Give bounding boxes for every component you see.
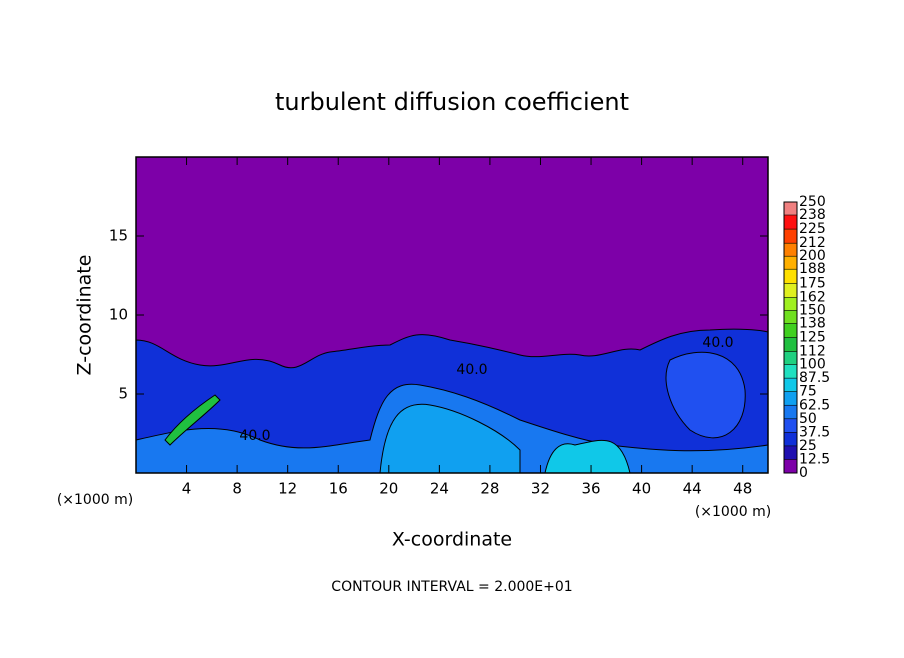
colorbar-label: 50 (799, 411, 817, 427)
eddy (665, 351, 746, 439)
x-tick-label: 8 (232, 480, 242, 498)
colorbar-label: 162 (799, 289, 826, 305)
colorbar-label: 150 (799, 302, 826, 318)
colorbar-label: 0 (799, 465, 808, 481)
colorbar-band (784, 283, 797, 298)
contour-field (135, 157, 769, 474)
x-tick-label: 24 (430, 480, 449, 498)
footnote: CONTOUR INTERVAL = 2.000E+01 (331, 579, 572, 595)
colorbar-band (784, 418, 797, 433)
y-unit-label: (×1000 m) (57, 492, 133, 508)
contour-label: 40.0 (239, 428, 270, 444)
contour-label: 40.0 (456, 362, 487, 378)
colorbar-label: 212 (799, 235, 826, 251)
x-tick-label: 40 (632, 480, 651, 498)
x-tick-label: 44 (683, 480, 702, 498)
colorbar-label: 37.5 (799, 424, 830, 440)
colorbar-band (784, 310, 797, 324)
colorbar-label: 225 (799, 221, 826, 237)
colorbar-frame (783, 201, 798, 474)
colorbar-band (784, 391, 797, 406)
x-tick-label: 12 (278, 480, 297, 498)
contour-label: 40.0 (702, 335, 733, 351)
colorbar-label: 12.5 (799, 451, 830, 467)
x-tick-label: 48 (733, 480, 752, 498)
x-tick-label: 36 (581, 480, 600, 498)
y-axis-label: Z-coordinate (74, 255, 96, 376)
x-tick-label: 28 (480, 480, 499, 498)
colorbar-label: 250 (799, 194, 826, 210)
colorbar-label: 188 (799, 261, 826, 277)
colorbar-label: 62.5 (799, 397, 830, 413)
turbulent-core (379, 403, 521, 474)
colorbar-label: 125 (799, 330, 826, 346)
colorbar-band (784, 432, 797, 446)
colorbar-label: 25 (799, 438, 817, 454)
colorbar-label: 87.5 (799, 370, 830, 386)
x-tick-label: 4 (182, 480, 192, 498)
chart-title: turbulent diffusion coefficient (275, 88, 629, 116)
y-tick-label: 10 (109, 306, 128, 324)
colorbar-band (784, 378, 797, 392)
colorbar-band (784, 215, 797, 230)
x-tick-label: 20 (379, 480, 398, 498)
y-tick-label: 15 (109, 227, 128, 245)
colorbar-band (784, 243, 797, 257)
colorbar-band (784, 323, 797, 338)
x-tick-label: 32 (531, 480, 550, 498)
colorbar-band (784, 269, 797, 284)
colorbar-band (784, 337, 797, 352)
colorbar-label: 138 (799, 315, 826, 331)
colorbar-band (784, 297, 797, 311)
colorbar-label: 112 (799, 344, 826, 360)
colorbar-band (784, 445, 797, 460)
colorbar-label: 100 (799, 357, 826, 373)
colorbar-label: 75 (799, 384, 817, 400)
colorbar-label: 238 (799, 207, 826, 223)
colorbar-band (784, 351, 797, 365)
colorbar-label: 175 (799, 275, 826, 291)
colorbar-label: 200 (799, 248, 826, 264)
colorbar-band (784, 202, 797, 216)
colorbar-band (784, 405, 797, 419)
eddy (164, 394, 221, 446)
colorbar-band (784, 256, 797, 270)
y-tick-label: 5 (118, 385, 128, 403)
x-tick-label: 16 (329, 480, 348, 498)
colorbar-band (784, 229, 797, 244)
x-unit-label: (×1000 m) (695, 504, 771, 520)
x-axis-label: X-coordinate (392, 529, 512, 551)
eddy (544, 439, 631, 474)
colorbar-band (784, 364, 797, 379)
colorbar-band (784, 459, 797, 473)
